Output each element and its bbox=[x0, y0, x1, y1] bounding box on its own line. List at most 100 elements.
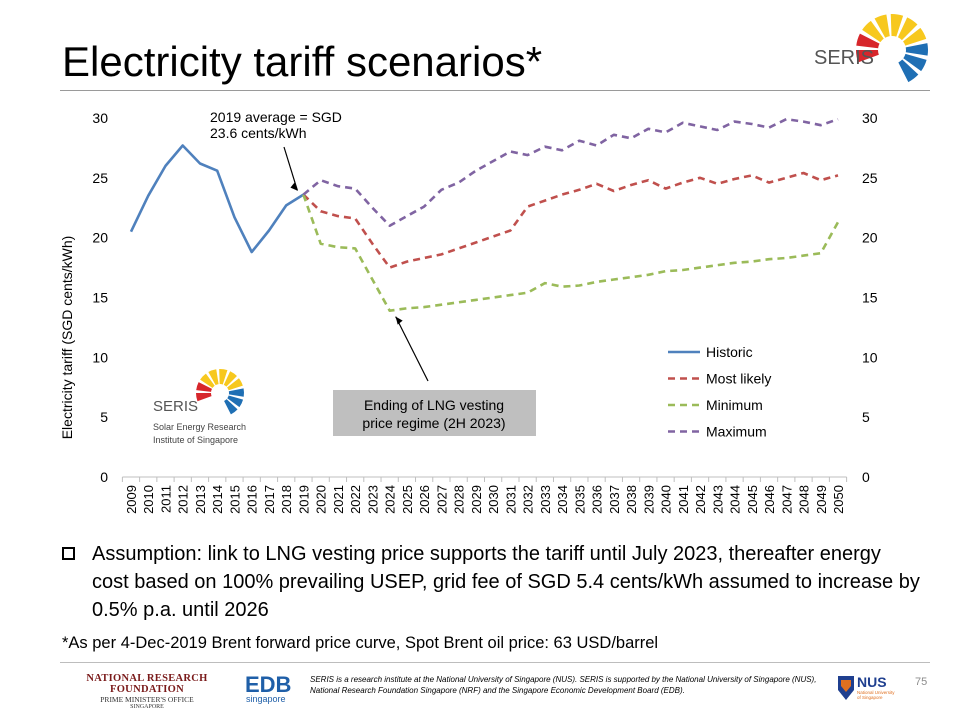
x-tick-label: 2041 bbox=[676, 485, 691, 514]
series-line-most-likely bbox=[302, 171, 839, 269]
legend-label: Minimum bbox=[706, 397, 763, 413]
edb-logo-text: EDB bbox=[245, 672, 291, 697]
x-tick-label: 2011 bbox=[158, 485, 173, 513]
series-line-historic bbox=[129, 144, 305, 254]
annotation-lng-vesting: Ending of LNG vesting bbox=[364, 397, 504, 413]
nus-crest-inner bbox=[841, 680, 851, 692]
sun-ray bbox=[200, 373, 215, 388]
x-tick-label: 2014 bbox=[210, 485, 225, 514]
x-tick-label: 2029 bbox=[469, 485, 484, 514]
footer-disclaimer: SERIS is a research institute at the Nat… bbox=[310, 675, 817, 695]
x-tick-label: 2043 bbox=[710, 485, 725, 514]
y-tick-label-left: 30 bbox=[92, 110, 108, 126]
sun-ray bbox=[227, 378, 243, 391]
x-tick-label: 2020 bbox=[314, 485, 329, 514]
title-divider bbox=[60, 90, 930, 91]
x-tick-label: 2021 bbox=[331, 485, 346, 514]
annotation-2019-average: 2019 average = SGD bbox=[210, 109, 342, 125]
x-tick-label: 2012 bbox=[176, 485, 191, 514]
nus-logo: NUS National University of Singapore bbox=[838, 674, 895, 700]
y-tick-label-right: 30 bbox=[862, 110, 878, 126]
y-tick-label-left: 5 bbox=[100, 409, 108, 425]
y-tick-label-left: 20 bbox=[92, 230, 108, 246]
x-tick-label: 2048 bbox=[797, 485, 812, 514]
x-tick-label: 2031 bbox=[503, 485, 518, 514]
sun-ray bbox=[856, 33, 880, 49]
x-tick-label: 2019 bbox=[296, 485, 311, 514]
y-tick-label-right: 25 bbox=[862, 170, 878, 186]
sun-ray bbox=[196, 382, 212, 392]
nrf-name: NATIONAL RESEARCH FOUNDATION bbox=[86, 673, 208, 695]
sun-ray bbox=[903, 27, 927, 46]
y-tick-label-left: 25 bbox=[92, 170, 108, 186]
checkbox-bullet-icon bbox=[62, 547, 75, 560]
series-line-minimum bbox=[302, 194, 840, 313]
sun-ray bbox=[890, 14, 904, 37]
y-tick-label-left: 0 bbox=[100, 469, 108, 485]
page-number: 75 bbox=[915, 676, 928, 688]
x-tick-label: 2040 bbox=[659, 485, 674, 514]
legend-label: Most likely bbox=[706, 371, 771, 387]
seris-logo: SERIS bbox=[814, 14, 928, 83]
assumption-text: Assumption: link to LNG vesting price su… bbox=[92, 543, 920, 621]
sun-ray bbox=[874, 14, 890, 38]
nus-logo-text: NUS bbox=[857, 674, 887, 690]
x-tick-label: 2049 bbox=[814, 485, 829, 514]
inset-logo-caption: Institute of Singapore bbox=[153, 435, 238, 445]
x-tick-label: 2035 bbox=[572, 485, 587, 514]
x-tick-label: 2039 bbox=[641, 485, 656, 514]
x-tick-label: 2037 bbox=[607, 485, 622, 514]
footer-divider bbox=[60, 662, 930, 663]
x-tick-label: 2032 bbox=[521, 485, 536, 514]
nrf-logo: NATIONAL RESEARCH FOUNDATION PRIME MINIS… bbox=[62, 673, 232, 710]
x-tick-label: 2026 bbox=[417, 485, 432, 514]
y-tick-label-right: 0 bbox=[862, 469, 870, 485]
x-tick-label: 2044 bbox=[728, 485, 743, 514]
x-tick-label: 2046 bbox=[762, 485, 777, 514]
y-axis-label: Electricity tariff (SGD cents/kWh) bbox=[59, 236, 75, 440]
x-tick-label: 2018 bbox=[279, 485, 294, 514]
inset-logo-text: SERIS bbox=[153, 398, 198, 415]
nus-logo-sub-1: National University bbox=[857, 690, 895, 695]
x-tick-label: 2042 bbox=[693, 485, 708, 514]
x-tick-label: 2023 bbox=[365, 485, 380, 514]
sun-logo-icon bbox=[856, 14, 928, 83]
x-tick-label: 2024 bbox=[383, 485, 398, 514]
sun-ray bbox=[898, 59, 919, 83]
x-tick-label: 2010 bbox=[141, 485, 156, 514]
x-tick-label: 2030 bbox=[486, 485, 501, 514]
y-tick-label-left: 15 bbox=[92, 290, 108, 306]
x-tick-label: 2038 bbox=[624, 485, 639, 514]
legend-label: Maximum bbox=[706, 424, 767, 440]
page-title: Electricity tariff scenarios* bbox=[62, 38, 543, 85]
inset-logo-bg bbox=[147, 361, 255, 451]
edb-logo: EDB singapore bbox=[245, 672, 291, 704]
x-tick-label: 2047 bbox=[779, 485, 794, 514]
sun-ray bbox=[856, 50, 879, 63]
x-tick-label: 2050 bbox=[831, 485, 846, 514]
y-tick-label-right: 20 bbox=[862, 230, 878, 246]
y-tick-label-right: 10 bbox=[862, 349, 878, 365]
annotation-arrowhead bbox=[395, 316, 403, 325]
sun-ray bbox=[227, 395, 244, 408]
x-tick-label: 2034 bbox=[555, 485, 570, 514]
inset-logo-caption: Solar Energy Research bbox=[153, 422, 246, 432]
assumption-bullet: Assumption: link to LNG vesting price su… bbox=[62, 540, 922, 624]
sun-ray bbox=[862, 20, 884, 43]
x-tick-label: 2025 bbox=[400, 485, 415, 514]
annotation-arrowhead bbox=[290, 182, 298, 191]
sun-ray bbox=[903, 53, 927, 72]
seris-logo-text: SERIS bbox=[814, 47, 874, 69]
annotation-box bbox=[333, 390, 536, 436]
annotation-arrow bbox=[283, 146, 299, 191]
nrf-office: PRIME MINISTER'S OFFICE bbox=[100, 695, 194, 704]
x-tick-label: 2028 bbox=[452, 485, 467, 514]
x-tick-label: 2009 bbox=[124, 485, 139, 514]
footnote: *As per 4-Dec-2019 Brent forward price c… bbox=[62, 634, 659, 652]
x-tick-label: 2036 bbox=[590, 485, 605, 514]
sun-ray bbox=[208, 369, 219, 386]
sun-ray bbox=[897, 17, 918, 41]
series-line-maximum bbox=[302, 117, 839, 227]
nrf-country: SINGAPORE bbox=[130, 704, 164, 710]
x-tick-label: 2022 bbox=[348, 485, 363, 514]
